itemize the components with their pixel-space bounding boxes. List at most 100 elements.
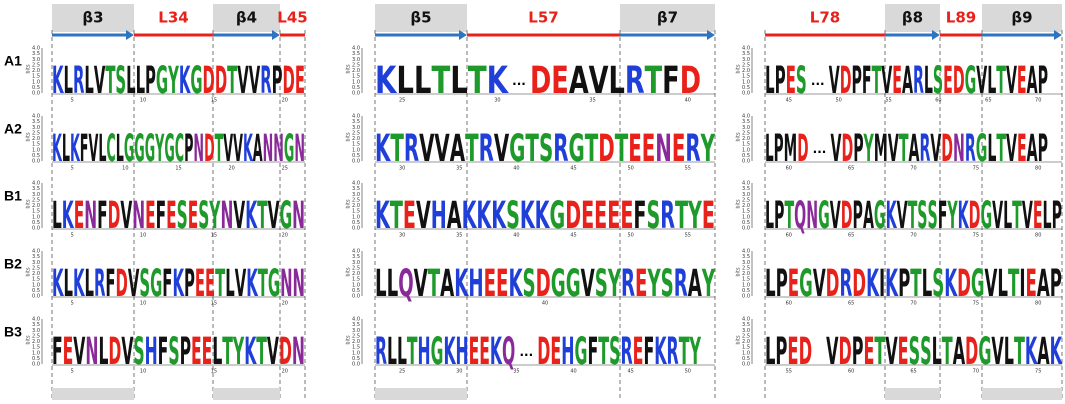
y-tick-label: 2.0 (352, 203, 360, 209)
y-tick-label: 3.0 (32, 192, 40, 198)
y-tick-label: 3.5 (742, 186, 750, 192)
y-axis-label: bits (736, 335, 742, 345)
logo-letters: LPEGVDRDKIKPTLSKDGVLTIEAP (765, 261, 1062, 306)
x-tick-label: 65 (848, 233, 854, 239)
x-tick-label: 30 (399, 166, 405, 172)
x-tick-label: 80 (1035, 301, 1041, 307)
y-tick-label: 2.5 (742, 62, 750, 68)
y-tick-label: 4.0 (742, 317, 750, 323)
y-tick-label: 4.0 (352, 46, 360, 52)
y-tick-label: 3.5 (352, 186, 360, 192)
x-tick-label: 60 (935, 98, 941, 104)
beta-label: β4 (236, 9, 257, 27)
y-tick-label: 1.5 (32, 345, 40, 351)
y-tick-label: 1.5 (32, 74, 40, 80)
y-tick-label: 3.0 (32, 57, 40, 63)
y-tick-label: 3.0 (742, 192, 750, 198)
x-tick-label: 80 (1035, 166, 1041, 172)
y-tick-label: 3.5 (352, 51, 360, 57)
x-tick-label: 65 (910, 369, 916, 375)
y-tick-label: 0.5 (32, 153, 40, 159)
beta-label: β9 (1011, 9, 1032, 27)
arrow-head (707, 30, 715, 40)
y-tick-label: 2.0 (32, 271, 40, 277)
y-axis-label: bits (26, 132, 32, 142)
x-tick-label: 65 (848, 166, 854, 172)
x-tick-label: 25 (282, 166, 288, 172)
logo-letters: KLRLVTSLLPGYKGDDTVVRPDE (52, 58, 305, 103)
y-tick-label: 4.0 (32, 249, 40, 255)
y-tick-label: 2.0 (742, 271, 750, 277)
x-tick-label: 45 (786, 98, 792, 104)
ellipsis: ... (811, 74, 825, 88)
y-tick-label: 2.5 (352, 62, 360, 68)
y-tick-label: 0.5 (352, 356, 360, 362)
y-axis-label: bits (736, 132, 742, 142)
y-tick-label: 4.0 (32, 181, 40, 187)
y-tick-label: 2.0 (352, 271, 360, 277)
y-tick-label: 1.5 (742, 142, 750, 148)
y-tick-label: 2.5 (352, 130, 360, 136)
x-tick-label: 35 (513, 369, 519, 375)
y-tick-label: 1.0 (32, 147, 40, 153)
y-tick-label: 2.0 (742, 68, 750, 74)
x-tick-label: 50 (627, 233, 633, 239)
logo-letters: LPES (765, 58, 807, 103)
y-tick-label: 3.5 (32, 119, 40, 125)
logo-letters: KLKLRFDVSGFKPEETLVKTGNN (52, 261, 305, 306)
bottom-box (375, 388, 467, 400)
ellipsis: ... (813, 142, 827, 156)
y-tick-label: 3.5 (32, 51, 40, 57)
x-tick-label: 65 (848, 301, 854, 307)
y-tick-label: 4.0 (352, 317, 360, 323)
arrow-head (932, 30, 940, 40)
y-axis-label: bits (26, 267, 32, 277)
x-tick-label: 5 (71, 233, 74, 239)
bottom-box (885, 388, 940, 400)
beta-box (52, 4, 134, 32)
x-tick-label: 45 (627, 369, 633, 375)
y-tick-label: 1.0 (742, 79, 750, 85)
x-tick-label: 40 (542, 301, 548, 307)
y-tick-label: 4.0 (742, 46, 750, 52)
x-tick-label: 5 (71, 166, 74, 172)
y-tick-label: 1.5 (32, 142, 40, 148)
y-tick-label: 1.0 (352, 214, 360, 220)
y-tick-label: 2.5 (32, 62, 40, 68)
y-tick-label: 1.5 (352, 74, 360, 80)
y-tick-label: 0.5 (352, 220, 360, 226)
y-axis-label: bits (736, 199, 742, 209)
x-tick-label: 50 (627, 166, 633, 172)
y-tick-label: 3.5 (32, 322, 40, 328)
y-tick-label: 3.0 (742, 125, 750, 131)
y-tick-label: 0.5 (352, 288, 360, 294)
x-tick-label: 15 (175, 166, 181, 172)
y-axis-label: bits (346, 199, 352, 209)
y-tick-label: 0.0 (352, 159, 360, 165)
beta-label: β5 (410, 9, 431, 27)
y-tick-label: 0.0 (742, 226, 750, 232)
y-tick-label: 0.5 (742, 288, 750, 294)
x-tick-label: 45 (570, 166, 576, 172)
y-tick-label: 1.5 (742, 74, 750, 80)
y-tick-label: 4.0 (32, 114, 40, 120)
arrow-head (126, 30, 134, 40)
y-tick-label: 2.5 (352, 197, 360, 203)
y-tick-label: 0.0 (352, 294, 360, 300)
y-tick-label: 3.0 (352, 125, 360, 131)
y-tick-label: 0.0 (352, 91, 360, 97)
row-label: B2 (4, 256, 22, 272)
bottom-box (213, 388, 280, 400)
y-tick-label: 3.0 (742, 328, 750, 334)
y-tick-label: 3.0 (352, 192, 360, 198)
x-tick-label: 15 (211, 98, 217, 104)
y-tick-label: 0.5 (742, 356, 750, 362)
y-tick-label: 3.5 (32, 186, 40, 192)
y-tick-label: 1.5 (352, 345, 360, 351)
y-tick-label: 2.0 (352, 68, 360, 74)
y-tick-label: 3.0 (352, 260, 360, 266)
